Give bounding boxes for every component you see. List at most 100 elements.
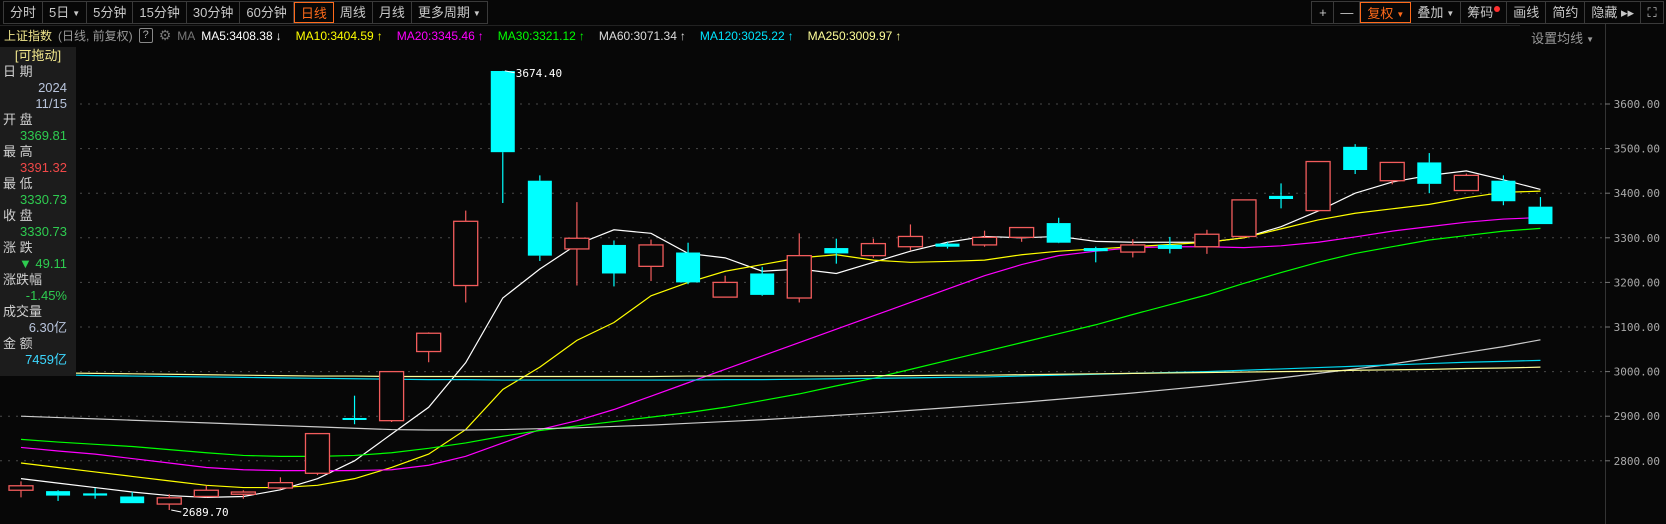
tool-button-4[interactable]: 筹码 — [1461, 2, 1508, 23]
period-tab-1[interactable]: 5日 ▼ — [43, 2, 88, 23]
ma-line-ma120 — [20, 359, 1541, 381]
candle-up — [230, 491, 257, 495]
ma-label: MA — [177, 28, 196, 43]
minus-icon: — — [1340, 5, 1354, 20]
volume-label: 成交量 — [3, 304, 43, 319]
fullscreen-icon: ⛶ — [1647, 5, 1657, 20]
arrow-down-icon: ↓ — [275, 28, 282, 43]
tool-button-3[interactable]: 叠加 ▼ — [1411, 2, 1462, 23]
y-tick-label: 2900.00 — [1614, 410, 1660, 423]
extreme-price-label: 3674.40 — [516, 67, 562, 80]
open-label: 开 盘 — [3, 112, 33, 127]
fullscreen-button[interactable]: ⛶ — [1641, 2, 1663, 23]
candle-up — [156, 497, 182, 505]
caret-down-icon: ▼ — [472, 9, 481, 19]
date-value: 11/15 — [35, 96, 67, 111]
candle-up — [193, 489, 219, 498]
candle-up — [1453, 174, 1479, 192]
volume-value: 6.30亿 — [28, 320, 67, 335]
period-tab-3[interactable]: 15分钟 — [133, 2, 187, 23]
tool-button-label: 简约 — [1552, 5, 1579, 20]
ma-line-ma30 — [20, 227, 1541, 457]
candle-down — [676, 252, 701, 283]
candle-up — [897, 235, 924, 248]
high-value: 3391.32 — [20, 160, 67, 175]
ma-legend-item: MA120:3025.22 ↑ — [700, 29, 800, 43]
period-tab-label: 60分钟 — [246, 5, 287, 20]
period-tab-6[interactable]: 日线 — [293, 2, 334, 23]
ma-value: MA120:3025.22 — [699, 28, 785, 43]
period-toolbar: 分时 5日 ▼ 5分钟 15分钟 30分钟 60分钟 日线 周线 月线 更多周期 ▼ — [3, 1, 488, 24]
date-label: 日 期 — [3, 64, 33, 79]
ma-line-ma60 — [20, 339, 1541, 431]
gear-icon[interactable]: ⚙ — [158, 27, 172, 43]
candle-up — [267, 482, 294, 489]
candle-down — [1046, 223, 1071, 243]
tool-button-label: 画线 — [1513, 5, 1540, 20]
ma-legend-item: MA60:3071.34 ↑ — [599, 29, 692, 43]
candle-up — [638, 244, 664, 267]
candle-up — [1305, 160, 1331, 212]
close-value: 3330.73 — [20, 224, 67, 239]
help-button[interactable]: ? — [138, 28, 153, 43]
change-value: ▼ 49.11 — [18, 256, 67, 271]
change-pct-label: 涨跌幅 — [3, 272, 43, 287]
y-tick-label: 3400.00 — [1614, 187, 1660, 200]
ma-values: MA5:3408.38 ↓ MA10:3404.59 ↑ MA20:3345.46 ↑ MA… — [201, 29, 915, 43]
tool-button-6[interactable]: 简约 — [1546, 2, 1586, 23]
set-ma-button[interactable]: 设置均线 ▼ — [1531, 28, 1594, 47]
tool-button-7[interactable]: 隐藏 ▸▸ — [1585, 2, 1641, 23]
plus-icon: + — [1319, 5, 1327, 20]
candle-down — [46, 491, 71, 496]
period-tab-4[interactable]: 30分钟 — [187, 2, 241, 23]
candle-up — [1120, 244, 1146, 253]
period-tab-label: 15分钟 — [139, 5, 180, 20]
info-panel[interactable]: [可拖动] 日 期 2024 11/15 开 盘 3369.81 最 高 339… — [0, 47, 76, 376]
low-label: 最 低 — [3, 176, 33, 191]
period-tab-label: 日线 — [300, 6, 327, 21]
ma-line-ma5 — [20, 170, 1541, 498]
ma-legend-row: 上证指数 (日线, 前复权) ? ⚙ MA MA5:3408.38 ↓ MA10:3… — [0, 25, 1520, 45]
candle-up — [453, 220, 479, 287]
open-value: 3369.81 — [20, 128, 67, 143]
minus-button[interactable]: — — [1334, 2, 1361, 23]
annotation-arrow — [171, 509, 182, 513]
period-tab-5[interactable]: 60分钟 — [240, 2, 294, 23]
drag-hint: [可拖动] — [14, 48, 62, 63]
arrow-up-icon: ↑ — [477, 28, 484, 43]
candle-down — [1157, 244, 1182, 249]
ma-line-ma20 — [20, 216, 1541, 472]
set-ma-label: 设置均线 — [1531, 31, 1584, 46]
tool-button-5[interactable]: 画线 — [1507, 2, 1547, 23]
tool-button-label: 筹码 — [1467, 5, 1494, 20]
candle-down — [83, 493, 108, 496]
change-label: 涨 跌 — [3, 240, 33, 255]
period-tab-label: 30分钟 — [192, 5, 234, 20]
period-tab-8[interactable]: 月线 — [373, 2, 412, 23]
period-tab-label: 月线 — [378, 5, 405, 20]
candle-up — [378, 370, 405, 422]
candle-down — [1269, 195, 1294, 199]
period-tab-7[interactable]: 周线 — [334, 2, 373, 23]
ma-value: MA30:3321.12 — [497, 28, 576, 43]
year-value: 2024 — [38, 80, 67, 95]
candle-down — [1491, 180, 1516, 202]
period-tab-label: 周线 — [339, 5, 366, 20]
chart-mode: (日线, 前复权) — [58, 29, 133, 43]
price-axis-divider — [1605, 24, 1606, 524]
period-tab-0[interactable]: 分时 — [4, 2, 44, 23]
period-tab-9[interactable]: 更多周期 ▼ — [412, 2, 487, 23]
caret-down-icon: ▼ — [72, 9, 81, 19]
period-tab-label: 5分钟 — [93, 5, 127, 20]
y-tick-label: 3500.00 — [1614, 143, 1660, 156]
tool-button-2[interactable]: 复权 ▼ — [1360, 2, 1412, 23]
candle-down — [1417, 162, 1442, 184]
period-tab-label: 更多周期 — [417, 5, 470, 20]
period-tab-2[interactable]: 5分钟 — [87, 2, 134, 23]
plus-button[interactable]: + — [1312, 2, 1335, 23]
y-tick-label: 3100.00 — [1614, 321, 1660, 334]
ma-legend-item: MA30:3321.12 ↑ — [498, 29, 591, 43]
y-tick-label: 3300.00 — [1614, 232, 1660, 245]
change-pct-value: -1.45% — [25, 288, 67, 303]
